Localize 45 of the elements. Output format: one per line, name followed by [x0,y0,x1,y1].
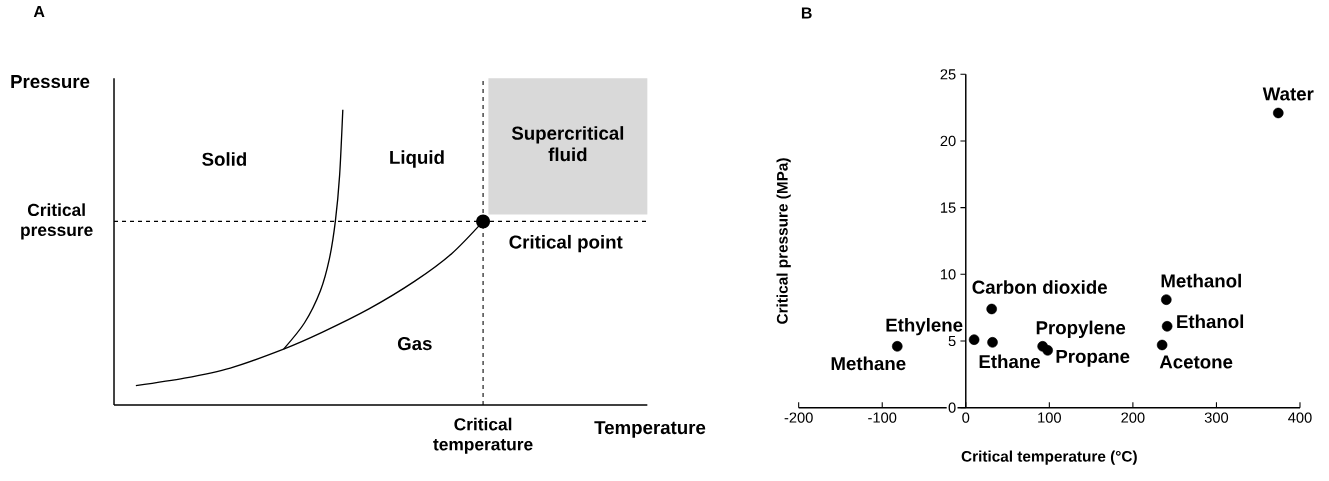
point [987,337,998,348]
annotation: Water [1262,87,1314,101]
point [1273,107,1284,119]
annotation: Methane [831,356,906,371]
annotation: Propane [1056,349,1130,367]
point [1161,321,1173,332]
annotation: Ethanol [1177,314,1244,329]
y-axis-title: Critical pressure (MPa) [776,158,791,324]
y-tick-label: 10 [940,269,956,280]
x-axis-title: Critical temperature (°C) [961,450,1137,465]
text: Critical temperature [433,417,533,454]
text: Critical point [509,234,623,253]
text: Liquid [390,150,444,168]
point [968,334,980,345]
annotation: Ethylene [886,317,963,336]
point [1161,294,1172,305]
point [1042,345,1053,356]
annotation: Acetone [1159,355,1233,369]
text: Solid [202,152,247,166]
x-tick-label: 200 [1121,412,1145,423]
point [1156,339,1168,351]
annotation: Ethane [979,354,1040,369]
y-tick-label: 25 [940,69,956,80]
point [891,341,903,352]
x-tick-label: -200 [784,412,813,423]
text: Critical pressure [21,203,93,240]
x-tick-label: -100 [868,412,897,423]
text: Temperature [594,421,706,438]
text: Gas [397,336,432,351]
annotation: Carbon dioxide [972,280,1107,294]
text: Supercritical fluid [511,126,624,162]
chart-title: B [801,7,812,19]
text: A [33,6,45,18]
annotation: Methanol [1161,273,1241,288]
x-tick-label: 300 [1204,412,1229,423]
y-tick-label: 5 [948,335,956,347]
point [986,303,997,315]
x-tick-label: 400 [1288,412,1312,423]
x-tick-label: 0 [962,412,970,423]
annotation: Propylene [1036,320,1126,339]
text: Pressure [11,75,90,89]
x-tick-label: 100 [1038,412,1061,423]
y-tick-label: 15 [940,202,956,213]
y-tick-label: 20 [940,135,956,147]
y-tick-label: 0 [948,402,956,413]
